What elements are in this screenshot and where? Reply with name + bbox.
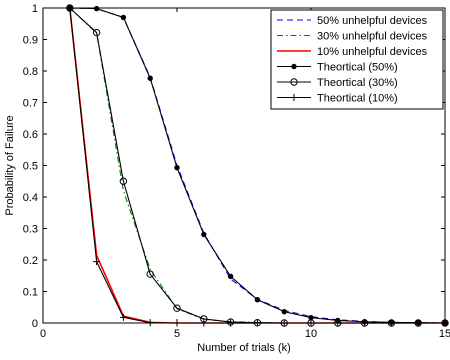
y-tick-label: 0.1 (23, 287, 38, 299)
y-tick-label: 0.4 (23, 192, 38, 204)
x-tick-label: 10 (305, 328, 317, 340)
data-point (120, 14, 127, 21)
legend-label: 10% unhelpful devices (317, 46, 428, 58)
legend-label: Theortical (30%) (317, 77, 398, 89)
legend-label: Theortical (50%) (317, 62, 398, 74)
legend-item: Theortical (50%) (277, 62, 398, 74)
legend-item: 50% unhelpful devices (277, 15, 428, 27)
x-tick-label: 0 (40, 328, 46, 340)
data-point (227, 273, 234, 280)
data-point (146, 270, 154, 278)
data-point (119, 313, 127, 321)
legend-label: 30% unhelpful devices (317, 31, 428, 43)
data-point (201, 231, 207, 238)
y-tick-label: 0.8 (23, 66, 38, 78)
data-point (254, 296, 261, 303)
y-tick-label: 0.3 (23, 224, 38, 236)
legend-item: 30% unhelpful devices (277, 31, 428, 43)
legend-item: Theortical (10%) (277, 93, 398, 105)
y-tick-label: 0.7 (23, 98, 38, 110)
y-tick-label: 0.5 (23, 161, 38, 173)
data-point (92, 28, 101, 37)
y-axis-label: Probability of Failure (4, 115, 16, 215)
y-tick-label: 0.2 (23, 255, 38, 267)
legend-item: Theortical (30%) (277, 77, 398, 89)
legend-label: Theortical (10%) (317, 93, 398, 105)
y-tick-label: 1 (32, 3, 38, 15)
legend-marker (290, 94, 298, 101)
y-tick-label: 0.9 (23, 35, 38, 47)
legend-box (270, 9, 444, 110)
y-tick-label: 0.6 (23, 129, 38, 141)
data-point (93, 258, 101, 266)
legend-label: 50% unhelpful devices (317, 15, 428, 27)
data-point (173, 304, 181, 312)
y-tick-label: 0 (32, 318, 38, 330)
data-point (281, 308, 287, 315)
x-tick-label: 15 (439, 328, 450, 340)
legend-marker (290, 78, 298, 86)
data-point (119, 177, 128, 185)
x-tick-label: 5 (174, 328, 180, 340)
x-axis-label: Number of trials (k) (197, 342, 291, 354)
legend-item: 10% unhelpful devices (277, 46, 428, 58)
data-point (93, 5, 100, 12)
data-point (147, 75, 153, 81)
data-point (174, 165, 180, 171)
legend-marker (291, 63, 297, 70)
